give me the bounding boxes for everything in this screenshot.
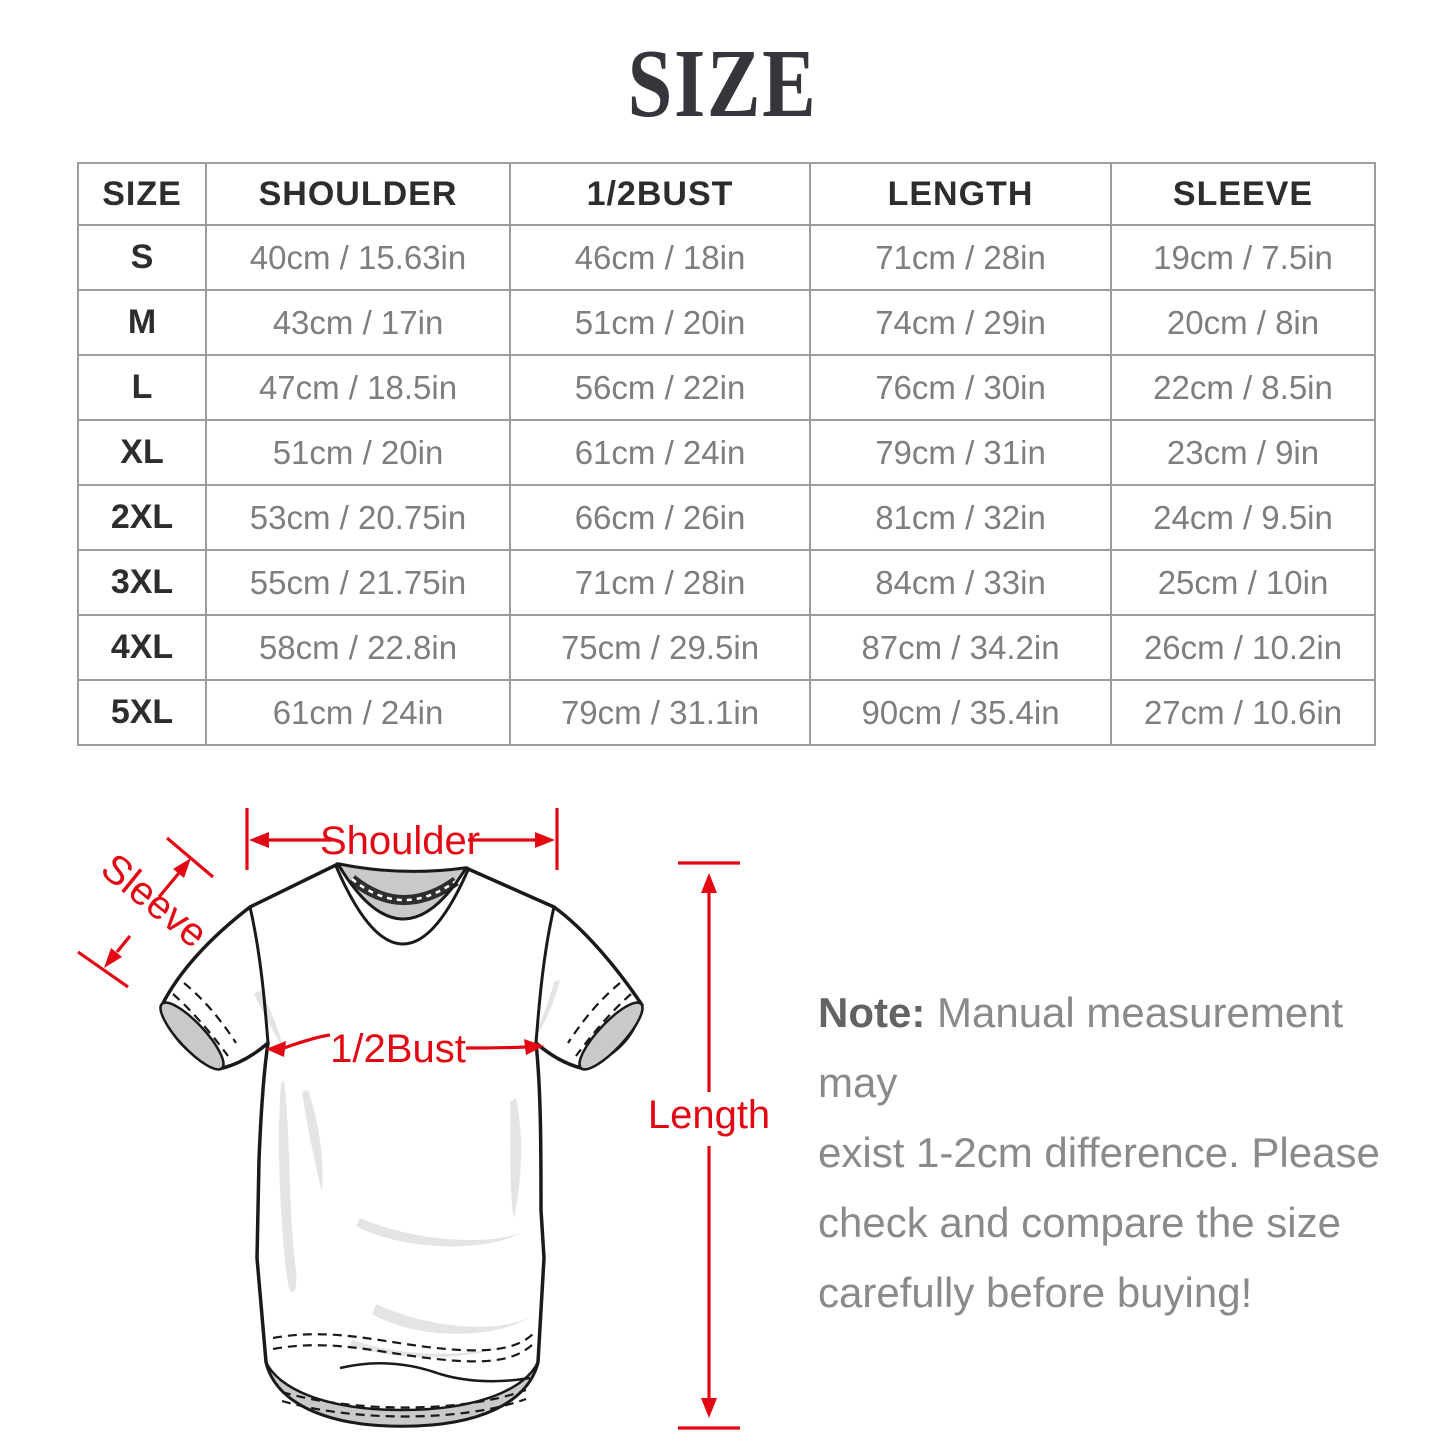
note-line: check and compare the size: [818, 1199, 1341, 1246]
measurement-cell: 58cm / 22.8in: [205, 614, 511, 681]
arrowhead-up-right-icon: [173, 858, 191, 878]
bust-dimension: 1/2Bust: [266, 1027, 544, 1071]
table-row: 2XL 53cm / 20.75in 66cm / 26in 81cm / 32in 2…: [77, 484, 1376, 551]
right-sleeve-seam: [534, 906, 556, 1044]
measurement-cell: 71cm / 28in: [509, 549, 811, 616]
arrowhead-down-left-icon: [104, 948, 122, 968]
fabric-wrinkles: [254, 980, 560, 1358]
measurement-cell: 51cm / 20in: [205, 419, 511, 486]
collar-outer-edge: [334, 865, 470, 946]
column-header: SHOULDER: [205, 162, 511, 226]
arrowhead-up-icon: [701, 873, 717, 893]
note-label: Note:: [818, 989, 926, 1036]
size-cell: 4XL: [77, 614, 207, 681]
hem: [264, 1333, 540, 1428]
table-row: S 40cm / 15.63in 46cm / 18in 71cm / 28in 19c…: [77, 224, 1376, 291]
size-cell: L: [77, 354, 207, 421]
size-table-header-row: SIZE SHOULDER 1/2BUST LENGTH SLEEVE: [77, 162, 1376, 226]
bust-label: 1/2Bust: [330, 1027, 466, 1071]
arrowhead-right-icon: [535, 832, 555, 848]
measurement-cell: 81cm / 32in: [809, 484, 1112, 551]
collar: [334, 862, 470, 946]
column-header: 1/2BUST: [509, 162, 811, 226]
arrowhead-left-icon: [266, 1041, 286, 1057]
measurement-cell: 90cm / 35.4in: [809, 679, 1112, 746]
measurement-cell: 61cm / 24in: [205, 679, 511, 746]
measurement-cell: 84cm / 33in: [809, 549, 1112, 616]
size-cell: XL: [77, 419, 207, 486]
left-cuff: [159, 982, 237, 1071]
table-row: M 43cm / 17in 51cm / 20in 74cm / 29in 20cm /…: [77, 289, 1376, 356]
size-cell: M: [77, 289, 207, 356]
size-cell: 3XL: [77, 549, 207, 616]
right-cuff: [567, 982, 644, 1071]
measurement-cell: 43cm / 17in: [205, 289, 511, 356]
size-cell: 2XL: [77, 484, 207, 551]
length-dimension: Length: [648, 861, 770, 1430]
table-row: 3XL 55cm / 21.75in 71cm / 28in 84cm / 33in 2…: [77, 549, 1376, 616]
measurement-cell: 79cm / 31.1in: [509, 679, 811, 746]
measurement-cell: 20cm / 8in: [1110, 289, 1376, 356]
measurement-note: Note: Manual measurement may exist 1-2cm…: [818, 978, 1398, 1328]
column-header: SIZE: [77, 162, 207, 226]
measurement-cell: 56cm / 22in: [509, 354, 811, 421]
measurement-cell: 66cm / 26in: [509, 484, 811, 551]
table-row: 5XL 61cm / 24in 79cm / 31.1in 90cm / 35.4in…: [77, 679, 1376, 746]
shoulder-label: Shoulder: [320, 819, 480, 863]
collar-taping-stitch: [351, 878, 457, 902]
measurement-cell: 76cm / 30in: [809, 354, 1112, 421]
page-title: SIZE: [627, 30, 818, 138]
tshirt-measurement-diagram: Shoulder Sleeve 1/2Bust: [77, 808, 770, 1430]
measurement-cell: 79cm / 31in: [809, 419, 1112, 486]
size-table: SIZE SHOULDER 1/2BUST LENGTH SLEEVE S 40cm / …: [77, 162, 1376, 746]
measurement-cell: 53cm / 20.75in: [205, 484, 511, 551]
measurement-cell: 46cm / 18in: [509, 224, 811, 291]
measurement-cell: 61cm / 24in: [509, 419, 811, 486]
table-row: 4XL 58cm / 22.8in 75cm / 29.5in 87cm / 34.2…: [77, 614, 1376, 681]
size-cell: S: [77, 224, 207, 291]
hem-fold-line: [339, 1361, 531, 1383]
measurement-cell: 22cm / 8.5in: [1110, 354, 1376, 421]
measurement-cell: 51cm / 20in: [509, 289, 811, 356]
measurement-cell: 27cm / 10.6in: [1110, 679, 1376, 746]
measurement-cell: 74cm / 29in: [809, 289, 1112, 356]
measurement-cell: 47cm / 18.5in: [205, 354, 511, 421]
measurement-cell: 55cm / 21.75in: [205, 549, 511, 616]
measurement-cell: 26cm / 10.2in: [1110, 614, 1376, 681]
measurement-cell: 71cm / 28in: [809, 224, 1112, 291]
table-row: XL 51cm / 20in 61cm / 24in 79cm / 31in 23cm …: [77, 419, 1376, 486]
measurement-cell: 40cm / 15.63in: [205, 224, 511, 291]
length-label: Length: [648, 1093, 770, 1137]
column-header: LENGTH: [809, 162, 1112, 226]
measurement-cell: 25cm / 10in: [1110, 549, 1376, 616]
note-line: carefully before buying!: [818, 1269, 1253, 1316]
size-table-body: S 40cm / 15.63in 46cm / 18in 71cm / 28in 19c…: [77, 224, 1376, 746]
note-line: exist 1-2cm difference. Please: [818, 1129, 1380, 1176]
note-line: Note: Manual measurement may: [818, 989, 1344, 1106]
size-cell: 5XL: [77, 679, 207, 746]
arrowhead-left-icon: [249, 832, 269, 848]
measurement-cell: 23cm / 9in: [1110, 419, 1376, 486]
measurement-cell: 87cm / 34.2in: [809, 614, 1112, 681]
measurement-cell: 19cm / 7.5in: [1110, 224, 1376, 291]
column-header: SLEEVE: [1110, 162, 1376, 226]
arrowhead-down-icon: [701, 1398, 717, 1418]
measurement-cell: 24cm / 9.5in: [1110, 484, 1376, 551]
table-row: L 47cm / 18.5in 56cm / 22in 76cm / 30in 22cm…: [77, 354, 1376, 421]
arrowhead-right-icon: [524, 1039, 544, 1055]
measurement-cell: 75cm / 29.5in: [509, 614, 811, 681]
collar-inner-edge: [336, 863, 468, 921]
shoulder-dimension: Shoulder: [245, 808, 559, 870]
tshirt-body: [160, 862, 644, 1428]
left-sleeve-seam: [248, 906, 270, 1044]
